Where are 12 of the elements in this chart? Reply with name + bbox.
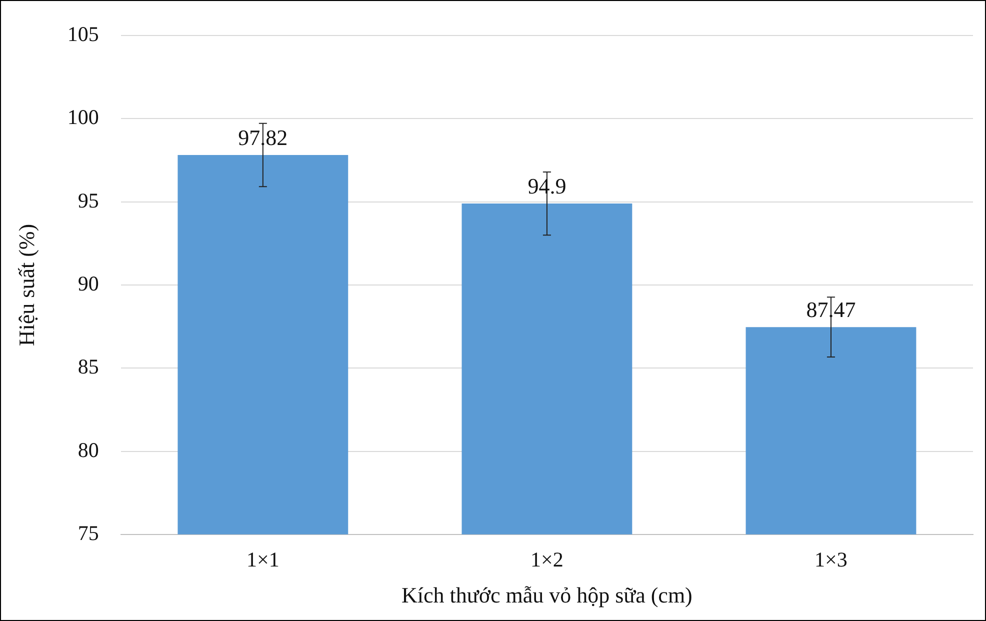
x-tick-label: 1×3 <box>814 548 848 572</box>
x-tick-label: 1×2 <box>530 548 564 572</box>
x-tick-label: 1×1 <box>246 548 280 572</box>
x-axis-title: Kích thước mẫu vỏ hộp sữa (cm) <box>402 582 692 608</box>
y-tick-label: 80 <box>78 438 99 462</box>
y-tick-label: 100 <box>67 105 99 130</box>
y-tick-label: 85 <box>78 354 99 379</box>
y-tick-label: 75 <box>78 520 99 545</box>
y-tick-label: 95 <box>78 188 99 212</box>
y-tick-label: 105 <box>67 22 99 46</box>
y-axis-title: Hiệu suất (%) <box>14 224 39 346</box>
y-tick-label: 90 <box>78 272 99 296</box>
